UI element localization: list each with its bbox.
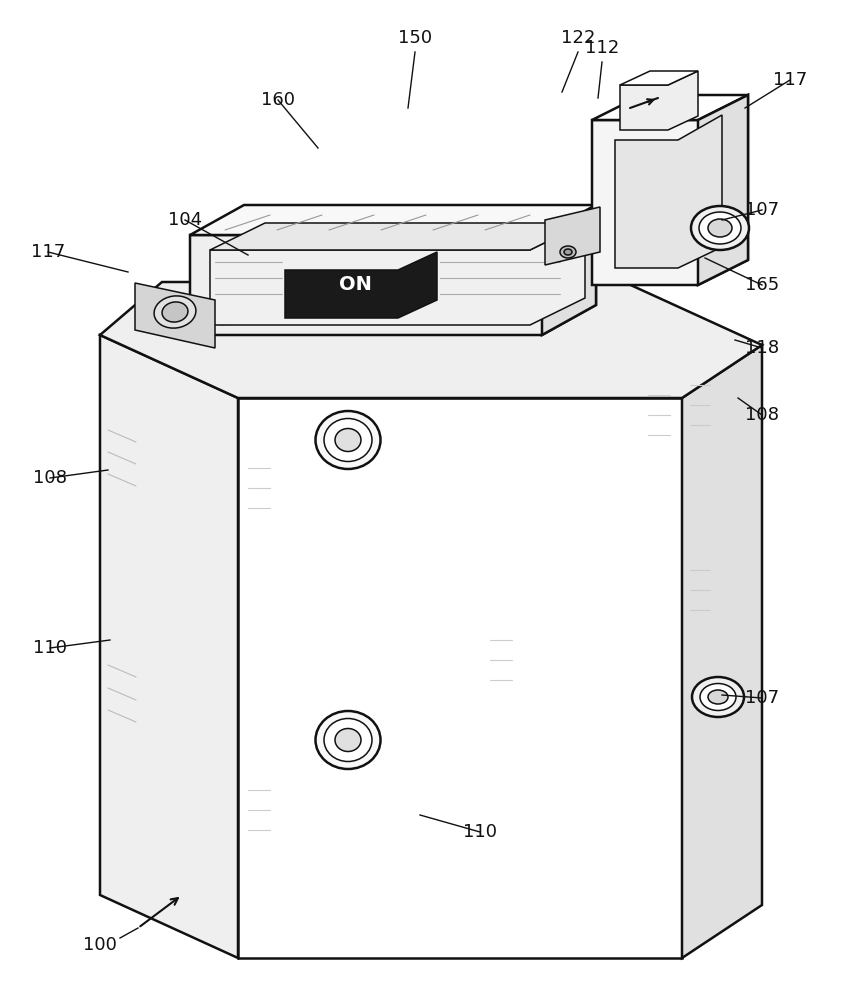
Ellipse shape	[316, 711, 381, 769]
Polygon shape	[135, 283, 215, 348]
Polygon shape	[620, 71, 698, 85]
Polygon shape	[190, 205, 596, 335]
Ellipse shape	[691, 206, 749, 250]
Text: 104: 104	[168, 211, 202, 229]
Polygon shape	[100, 335, 238, 958]
Polygon shape	[615, 115, 722, 268]
Polygon shape	[100, 282, 762, 398]
Ellipse shape	[335, 428, 361, 452]
Ellipse shape	[692, 677, 744, 717]
Text: 108: 108	[745, 406, 779, 424]
Polygon shape	[592, 95, 748, 285]
Ellipse shape	[316, 411, 381, 469]
Text: 100: 100	[83, 936, 117, 954]
Polygon shape	[238, 398, 682, 958]
Polygon shape	[210, 223, 585, 325]
Polygon shape	[542, 205, 596, 335]
Ellipse shape	[564, 249, 572, 255]
Ellipse shape	[708, 219, 732, 237]
Text: 117: 117	[773, 71, 807, 89]
Ellipse shape	[700, 684, 736, 710]
Polygon shape	[592, 95, 748, 120]
Ellipse shape	[154, 296, 196, 328]
Text: 108: 108	[33, 469, 67, 487]
Ellipse shape	[324, 418, 372, 462]
Ellipse shape	[560, 246, 576, 258]
Text: 117: 117	[31, 243, 65, 261]
Polygon shape	[682, 345, 762, 958]
Ellipse shape	[699, 212, 741, 244]
Text: 118: 118	[745, 339, 779, 357]
Ellipse shape	[324, 718, 372, 762]
Text: 107: 107	[745, 689, 779, 707]
Polygon shape	[545, 207, 600, 265]
Ellipse shape	[708, 690, 728, 704]
Ellipse shape	[162, 302, 188, 322]
Polygon shape	[285, 252, 437, 318]
Text: 110: 110	[463, 823, 497, 841]
Ellipse shape	[335, 728, 361, 752]
Text: 165: 165	[745, 276, 779, 294]
Text: 110: 110	[33, 639, 67, 657]
Text: 150: 150	[398, 29, 432, 47]
Text: 160: 160	[261, 91, 295, 109]
Polygon shape	[210, 223, 585, 250]
Text: 122: 122	[561, 29, 595, 47]
Polygon shape	[620, 71, 698, 130]
Text: ON: ON	[338, 275, 371, 294]
Polygon shape	[190, 205, 596, 235]
Polygon shape	[698, 95, 748, 285]
Text: 107: 107	[745, 201, 779, 219]
Text: 112: 112	[585, 39, 619, 57]
